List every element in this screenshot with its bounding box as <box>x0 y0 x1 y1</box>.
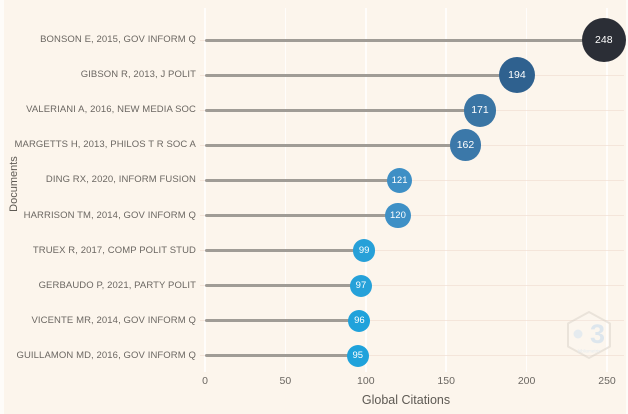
logo-glyph-icon: 3 <box>590 319 605 349</box>
document-label: TRUEX R, 2017, COMP POLIT STUD <box>32 244 196 256</box>
document-label: BONSON E, 2015, GOV INFORM Q <box>40 34 196 45</box>
vertical-gridline <box>365 8 367 372</box>
logo-dot-icon <box>573 329 583 339</box>
document-label: VALERIANI A, 2016, NEW MEDIA SOC <box>26 104 196 116</box>
stem-line <box>205 178 400 182</box>
document-label: HARRISON TM, 2014, GOV INFORM Q <box>23 209 196 221</box>
citation-dot[interactable]: 194 <box>498 56 536 94</box>
left-margin <box>0 0 4 414</box>
citation-dot[interactable]: 171 <box>463 93 497 127</box>
citation-dot[interactable]: 162 <box>449 129 482 162</box>
document-label: DING RX, 2020, INFORM FUSION <box>45 174 196 186</box>
stem-line <box>205 143 466 147</box>
vertical-gridline <box>525 8 528 372</box>
citation-dot[interactable]: 120 <box>385 202 411 229</box>
stem-line <box>205 249 365 253</box>
stem-line <box>205 108 480 112</box>
stem-line <box>205 214 398 217</box>
document-label: GERBAUDO P, 2021, PARTY POLIT <box>38 279 196 291</box>
document-label: GIBSON R, 2013, J POLIT <box>80 69 196 81</box>
document-label: VICENTE MR, 2014, GOV INFORM Q <box>31 314 196 326</box>
horizontal-gridline <box>200 285 624 287</box>
x-tick-label: 100 <box>357 375 375 387</box>
document-label: GUILLAMON MD, 2016, GOV INFORM Q <box>16 349 196 361</box>
horizontal-gridline <box>200 215 624 216</box>
stem-line <box>205 284 361 288</box>
horizontal-gridline <box>200 250 624 252</box>
citation-dot[interactable]: 248 <box>581 18 626 62</box>
horizontal-gridline <box>200 320 624 322</box>
stem-line <box>205 319 360 323</box>
x-tick-label: 0 <box>202 375 208 387</box>
stem-line <box>205 38 604 42</box>
document-label: MARGETTS H, 2013, PHILOS T R SOC A <box>14 139 196 151</box>
vertical-gridline <box>445 8 447 372</box>
right-margin <box>626 0 628 414</box>
vertical-gridline <box>204 8 206 372</box>
stem-line <box>205 73 517 77</box>
citation-dot[interactable]: 99 <box>352 239 376 262</box>
x-tick-label: 150 <box>437 375 455 387</box>
stem-line <box>205 354 358 358</box>
hexagon-outline <box>567 311 611 359</box>
bibliometrix-logo: 3 bibliometrix <box>567 311 611 359</box>
horizontal-gridline <box>200 355 624 357</box>
logo-brand-text: bibliometrix <box>578 349 602 354</box>
citation-dot[interactable]: 97 <box>349 274 373 297</box>
vertical-gridline <box>284 8 287 372</box>
vertical-gridline <box>606 8 608 372</box>
citation-dot[interactable]: 96 <box>348 309 371 332</box>
citation-dot[interactable]: 121 <box>386 167 413 194</box>
x-axis-title: Global Citations <box>361 393 451 407</box>
x-tick-label: 250 <box>598 375 616 387</box>
x-tick-label: 200 <box>517 375 536 387</box>
citation-dot[interactable]: 95 <box>346 344 369 367</box>
x-tick-label: 50 <box>279 375 292 387</box>
y-axis-title: Documents <box>8 156 20 212</box>
